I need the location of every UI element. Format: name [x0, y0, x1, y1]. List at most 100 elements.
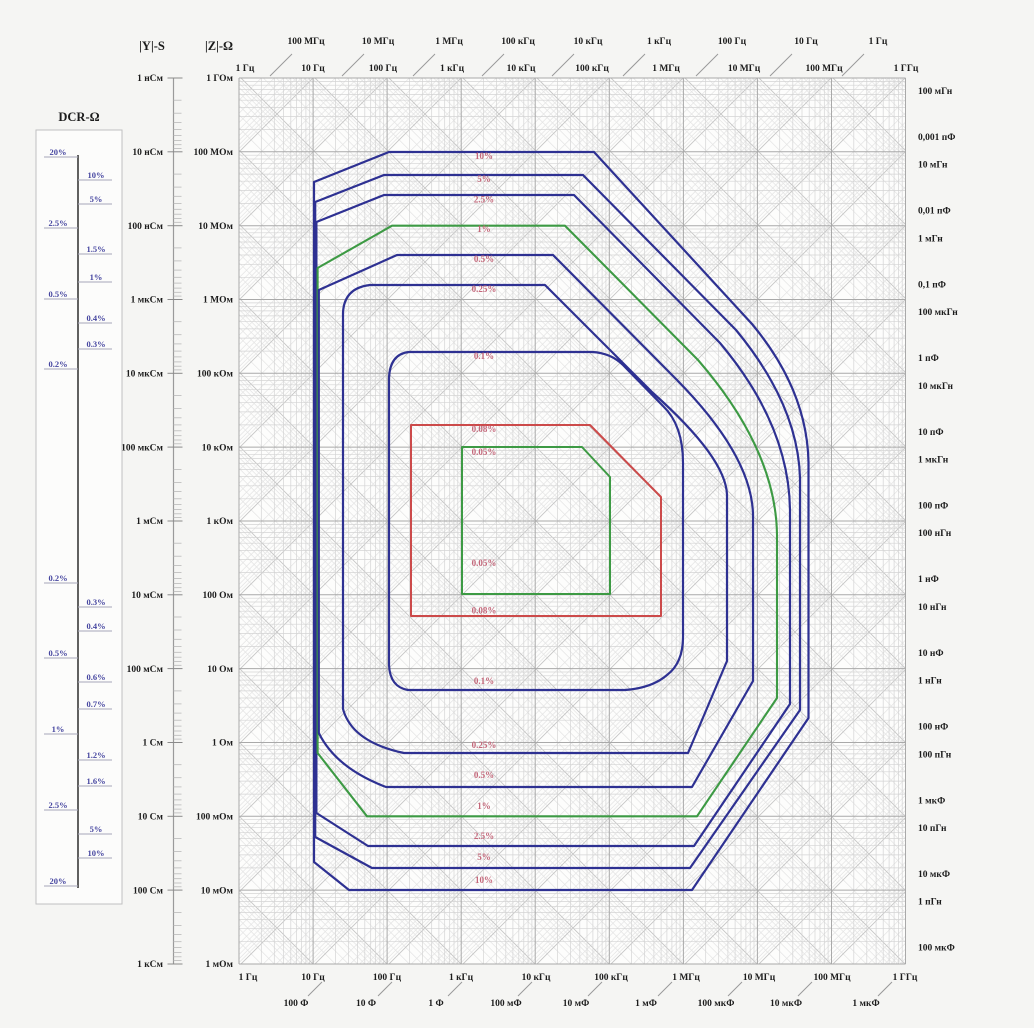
svg-text:10 Гц: 10 Гц — [301, 64, 325, 74]
svg-text:1.5%: 1.5% — [86, 244, 105, 254]
svg-text:1 Ф: 1 Ф — [428, 999, 443, 1009]
svg-text:100 МГц: 100 МГц — [287, 37, 325, 47]
svg-text:1 нФ: 1 нФ — [918, 575, 939, 585]
svg-text:10 пГн: 10 пГн — [918, 824, 947, 834]
svg-text:0.3%: 0.3% — [86, 339, 105, 349]
svg-text:10 кОм: 10 кОм — [202, 443, 234, 453]
svg-text:0,001 пФ: 0,001 пФ — [918, 133, 955, 143]
svg-text:10%: 10% — [475, 875, 493, 885]
svg-text:1 кОм: 1 кОм — [207, 517, 234, 527]
svg-text:0.25%: 0.25% — [472, 284, 497, 294]
svg-text:1 кГц: 1 кГц — [449, 973, 474, 983]
svg-text:5%: 5% — [90, 824, 103, 834]
svg-text:10 Ом: 10 Ом — [207, 665, 233, 675]
svg-text:10 мОм: 10 мОм — [201, 886, 234, 896]
svg-text:10 кГц: 10 кГц — [507, 64, 536, 74]
svg-text:1 МГц: 1 МГц — [672, 973, 700, 983]
svg-text:0.05%: 0.05% — [472, 558, 497, 568]
svg-text:1 кГц: 1 кГц — [647, 37, 672, 47]
svg-text:1 мкФ: 1 мкФ — [852, 999, 879, 1009]
svg-text:|Y|-S: |Y|-S — [139, 39, 165, 53]
svg-text:2.5%: 2.5% — [474, 831, 494, 841]
svg-text:0.25%: 0.25% — [472, 740, 497, 750]
svg-text:20%: 20% — [50, 876, 67, 886]
svg-text:0.3%: 0.3% — [86, 597, 105, 607]
svg-text:1 мОм: 1 мОм — [206, 960, 234, 970]
svg-text:10 мкФ: 10 мкФ — [918, 870, 950, 880]
svg-text:20%: 20% — [50, 147, 67, 157]
svg-text:10%: 10% — [475, 151, 493, 161]
svg-text:1 мФ: 1 мФ — [635, 999, 657, 1009]
svg-text:0.2%: 0.2% — [48, 359, 67, 369]
svg-text:2.5%: 2.5% — [48, 800, 67, 810]
svg-text:10 МГц: 10 МГц — [362, 37, 395, 47]
svg-text:100 нФ: 100 нФ — [918, 723, 948, 733]
svg-text:100 мкФ: 100 мкФ — [698, 999, 735, 1009]
svg-text:10 мСм: 10 мСм — [131, 591, 163, 601]
svg-text:1.6%: 1.6% — [86, 776, 105, 786]
svg-text:1 ГГц: 1 ГГц — [894, 64, 919, 74]
svg-text:100 Ф: 100 Ф — [284, 999, 309, 1009]
svg-text:|Z|-Ω: |Z|-Ω — [205, 39, 233, 53]
svg-text:10 мГн: 10 мГн — [918, 161, 948, 171]
svg-text:10 кГц: 10 кГц — [522, 973, 551, 983]
svg-text:10 мкГн: 10 мкГн — [918, 382, 954, 392]
svg-text:10%: 10% — [88, 170, 105, 180]
svg-text:100 МГц: 100 МГц — [805, 64, 843, 74]
svg-text:1 МОм: 1 МОм — [203, 296, 233, 306]
svg-text:1%: 1% — [477, 224, 491, 234]
svg-text:0.7%: 0.7% — [86, 699, 105, 709]
svg-text:1 пФ: 1 пФ — [918, 354, 939, 364]
svg-text:0.1%: 0.1% — [474, 351, 494, 361]
svg-text:1 Гц: 1 Гц — [236, 64, 255, 74]
svg-text:1 ГОм: 1 ГОм — [206, 74, 233, 84]
svg-text:10 См: 10 См — [138, 813, 164, 823]
svg-text:0.5%: 0.5% — [474, 770, 494, 780]
svg-text:1 МГц: 1 МГц — [435, 37, 463, 47]
svg-text:100 Гц: 100 Гц — [369, 64, 398, 74]
svg-text:10 мкФ: 10 мкФ — [770, 999, 802, 1009]
svg-text:0.08%: 0.08% — [472, 606, 497, 616]
svg-text:100 нГн: 100 нГн — [918, 529, 952, 539]
svg-text:10 кГц: 10 кГц — [574, 37, 603, 47]
svg-text:100 кОм: 100 кОм — [197, 370, 233, 380]
svg-text:1 мкСм: 1 мкСм — [131, 296, 164, 306]
svg-text:1 Гц: 1 Гц — [239, 973, 258, 983]
svg-text:1 нГн: 1 нГн — [918, 677, 942, 687]
svg-text:0.2%: 0.2% — [48, 573, 67, 583]
svg-text:10 нФ: 10 нФ — [918, 649, 944, 659]
svg-text:10 пФ: 10 пФ — [918, 428, 944, 438]
svg-text:100 мОм: 100 мОм — [196, 813, 233, 823]
svg-text:1 кСм: 1 кСм — [137, 960, 163, 970]
svg-text:100 мкСм: 100 мкСм — [121, 443, 163, 453]
svg-text:100 См: 100 См — [133, 886, 163, 896]
svg-text:10 МОм: 10 МОм — [198, 222, 233, 232]
svg-text:0.08%: 0.08% — [472, 424, 497, 434]
svg-text:0.1%: 0.1% — [474, 676, 494, 686]
svg-text:1 мкФ: 1 мкФ — [918, 796, 945, 806]
svg-text:10 МГц: 10 МГц — [728, 64, 761, 74]
svg-text:100 Ом: 100 Ом — [203, 591, 234, 601]
svg-text:1 Гц: 1 Гц — [869, 37, 888, 47]
svg-text:1 МГц: 1 МГц — [652, 64, 680, 74]
svg-text:0.5%: 0.5% — [48, 289, 67, 299]
svg-text:10 Гц: 10 Гц — [301, 973, 325, 983]
svg-text:0,1 пФ: 0,1 пФ — [918, 280, 946, 290]
svg-text:100 Гц: 100 Гц — [718, 37, 747, 47]
svg-text:100 кГц: 100 кГц — [594, 973, 628, 983]
svg-text:1 См: 1 См — [143, 739, 164, 749]
svg-text:2.5%: 2.5% — [474, 195, 494, 205]
svg-text:100 пФ: 100 пФ — [918, 502, 948, 512]
svg-text:100 МОм: 100 МОм — [194, 148, 234, 158]
svg-text:0.5%: 0.5% — [474, 254, 494, 264]
svg-text:10%: 10% — [88, 848, 105, 858]
svg-text:5%: 5% — [90, 194, 103, 204]
svg-text:1 мкГн: 1 мкГн — [918, 456, 949, 466]
svg-text:10 мкСм: 10 мкСм — [126, 370, 164, 380]
svg-text:10 мФ: 10 мФ — [563, 999, 590, 1009]
svg-text:0.4%: 0.4% — [86, 313, 105, 323]
svg-text:1 мСм: 1 мСм — [136, 517, 163, 527]
svg-text:100 кГц: 100 кГц — [501, 37, 535, 47]
svg-text:5%: 5% — [477, 852, 491, 862]
svg-text:1 нСм: 1 нСм — [137, 74, 163, 84]
